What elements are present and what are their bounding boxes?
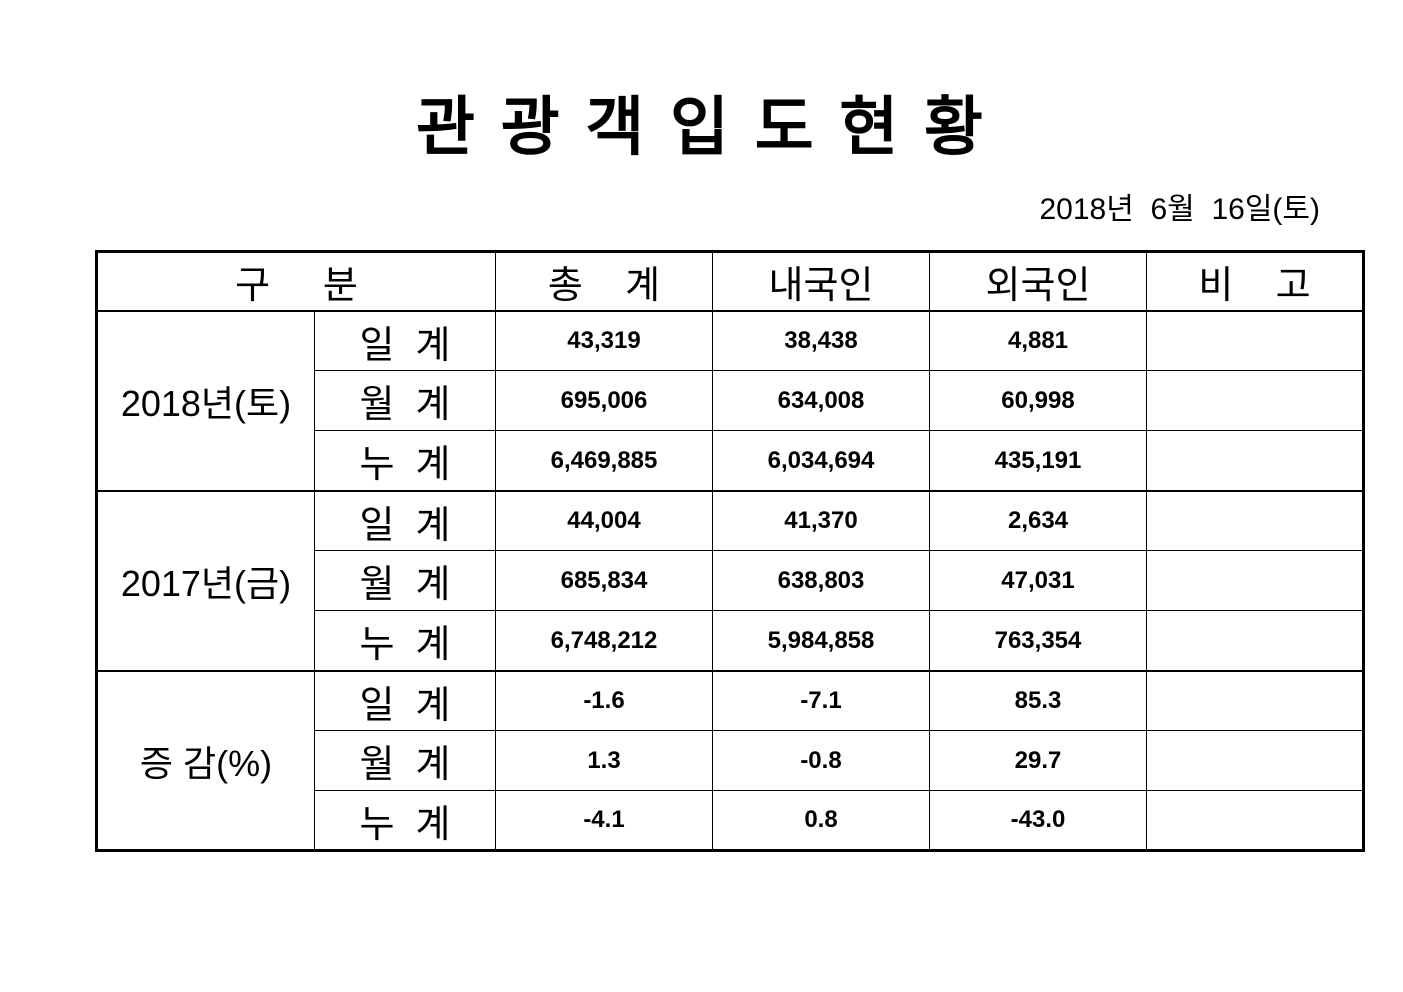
cell-domestic: 5,984,858 (712, 610, 930, 672)
cell-domestic: 38,438 (712, 309, 930, 372)
cell-domestic: 634,008 (712, 370, 930, 432)
row-change-monthly: 월 계 1.3 -0.8 29.7 (97, 730, 1364, 792)
group-label-2017: 2017년(금) (96, 489, 315, 672)
group-label-2018: 2018년(토) (96, 309, 315, 492)
cell-total: 44,004 (495, 489, 713, 552)
cell-note (1146, 730, 1364, 792)
cell-total: 1.3 (495, 730, 713, 792)
table-header-row: 구 분 총 계 내국인 외국인 비 고 (96, 250, 1364, 312)
cell-note (1146, 370, 1364, 432)
cell-total: -4.1 (495, 790, 713, 852)
row-label-monthly: 월 계 (314, 550, 496, 612)
group-label-change: 증 감(%) (96, 669, 315, 852)
row-label-daily: 일 계 (314, 669, 496, 732)
cell-domestic: 41,370 (712, 489, 930, 552)
row-label-daily: 일 계 (314, 309, 496, 372)
cell-foreign: -43.0 (929, 790, 1147, 852)
row-change-daily: 증 감(%) 일 계 -1.6 -7.1 85.3 (96, 669, 1364, 852)
cell-foreign: 60,998 (929, 370, 1147, 432)
cell-note (1146, 790, 1364, 852)
header-total: 총 계 (495, 250, 713, 312)
cell-total: 43,319 (495, 309, 713, 372)
row-label-cumulative: 누 계 (314, 430, 496, 492)
header-category: 구 분 (96, 250, 496, 312)
row-label-monthly: 월 계 (314, 370, 496, 432)
cell-total: -1.6 (495, 669, 713, 732)
cell-domestic: 638,803 (712, 550, 930, 612)
cell-foreign: 435,191 (929, 430, 1147, 492)
row-2017-monthly: 월 계 685,834 638,803 47,031 (97, 550, 1364, 612)
cell-domestic: -7.1 (712, 669, 930, 732)
tourist-arrivals-table: 구 분 총 계 내국인 외국인 비 고 2018년(토) 일 계 43,319 … (95, 250, 1365, 853)
row-2018-cumulative: 누 계 6,469,885 6,034,694 435,191 (97, 430, 1364, 492)
row-2017-cumulative: 누 계 6,748,212 5,984,858 763,354 (97, 610, 1364, 672)
cell-domestic: 6,034,694 (712, 430, 930, 492)
page-title: 관 광 객 입 도 현 황 (416, 91, 987, 163)
cell-note (1146, 309, 1364, 372)
cell-foreign: 763,354 (929, 610, 1147, 672)
header-note: 비 고 (1146, 250, 1364, 312)
cell-total: 695,006 (495, 370, 713, 432)
row-label-cumulative: 누 계 (314, 610, 496, 672)
cell-total: 685,834 (495, 550, 713, 612)
cell-foreign: 47,031 (929, 550, 1147, 612)
row-2017-daily: 2017년(금) 일 계 44,004 41,370 2,634 (96, 489, 1364, 672)
cell-foreign: 85.3 (929, 669, 1147, 732)
cell-foreign: 29.7 (929, 730, 1147, 792)
cell-total: 6,469,885 (495, 430, 713, 492)
cell-note (1146, 610, 1364, 672)
cell-note (1146, 669, 1364, 732)
cell-note (1146, 489, 1364, 552)
cell-foreign: 4,881 (929, 309, 1147, 372)
cell-total: 6,748,212 (495, 610, 713, 672)
row-label-daily: 일 계 (314, 489, 496, 552)
cell-domestic: 0.8 (712, 790, 930, 852)
row-label-monthly: 월 계 (314, 730, 496, 792)
cell-note (1146, 430, 1364, 492)
row-label-cumulative: 누 계 (314, 790, 496, 852)
cell-note (1146, 550, 1364, 612)
cell-domestic: -0.8 (712, 730, 930, 792)
report-date: 2018년 6월 16일(토) (1039, 193, 1320, 227)
header-domestic: 내국인 (712, 250, 930, 312)
row-2018-daily: 2018년(토) 일 계 43,319 38,438 4,881 (96, 309, 1364, 492)
row-change-cumulative: 누 계 -4.1 0.8 -43.0 (97, 790, 1364, 852)
header-foreign: 외국인 (929, 250, 1147, 312)
cell-foreign: 2,634 (929, 489, 1147, 552)
